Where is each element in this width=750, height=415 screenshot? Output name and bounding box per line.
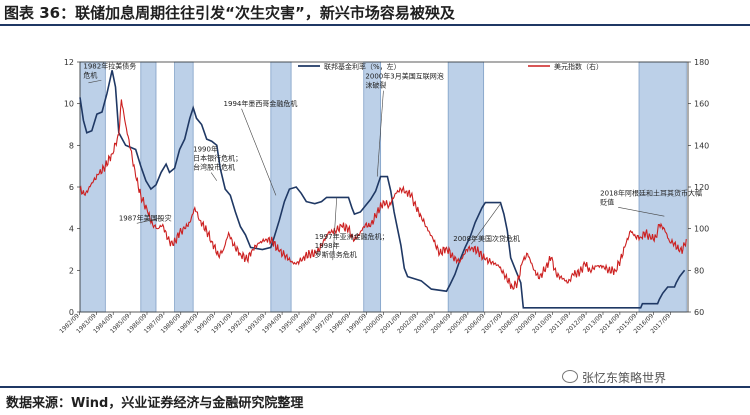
chart-legend: 联邦基金利率（%，左） 美元指数（右） <box>298 62 603 71</box>
left-axis-tick-label: 2 <box>69 266 74 275</box>
watermark: 张忆东策略世界 <box>562 369 666 386</box>
annotation-pointer <box>471 203 501 245</box>
annotation-pointer <box>136 217 160 224</box>
annotation-pointer <box>332 197 338 261</box>
right-axis-tick-label: 60 <box>694 308 704 317</box>
annotation-text: 1997年亚洲金融危机； <box>315 232 389 241</box>
plot-frame <box>79 61 689 313</box>
annotation-pointer <box>618 207 665 217</box>
annotation-text: 沫破裂 <box>365 81 386 90</box>
annotation-pointer <box>210 172 218 181</box>
legend-label-fed: 联邦基金利率（%，左） <box>324 62 401 71</box>
annotation-text: 2018年阿根廷和土耳其货币大幅 <box>600 188 702 197</box>
page-title: 图表 36：联储加息周期往往引发“次生灾害”，新兴市场容易被殃及 <box>4 4 455 22</box>
left-axis-tick-label: 0 <box>69 308 74 317</box>
left-axis-tick-label: 8 <box>69 141 74 150</box>
shaded-period <box>79 61 106 313</box>
annotation-text: 日本银行危机； <box>193 154 242 163</box>
chart-axes: 02468101260801001201401601801982/091983/… <box>58 58 709 335</box>
title-divider <box>0 24 750 26</box>
right-axis-tick-label: 180 <box>694 58 709 67</box>
dollar-index-line <box>79 99 687 291</box>
right-axis-tick-label: 160 <box>694 100 709 109</box>
right-axis-tick-label: 140 <box>694 141 709 150</box>
source-note: 数据来源：Wind，兴业证券经济与金融研究院整理 <box>6 396 304 411</box>
series-lines <box>79 70 687 309</box>
annotation-text: 1998年 <box>315 241 340 250</box>
annotation-text: 1987年美国股灾 <box>119 213 172 222</box>
left-axis-tick-label: 4 <box>69 225 74 234</box>
annotation-text: 台湾股市危机 <box>193 163 235 172</box>
footer-divider <box>0 386 750 388</box>
annotation-pointer <box>88 79 102 84</box>
annotation-pointer <box>376 90 384 177</box>
fed-funds-rate-line <box>79 70 686 309</box>
watermark-text: 张忆东策略世界 <box>582 371 667 385</box>
annotation-text: 1982年拉美债务 <box>83 61 136 70</box>
rate-vs-dollar-chart: 02468101260801001201401601801982/091983/… <box>58 58 709 335</box>
left-axis-tick-label: 6 <box>69 183 74 192</box>
right-axis-tick-label: 80 <box>694 266 704 275</box>
hike-cycle-shading <box>79 61 687 313</box>
annotation-text: 罗斯债务危机 <box>315 250 357 259</box>
annotation-text: 1994年墨西哥金融危机 <box>224 99 298 108</box>
shaded-period <box>638 61 687 313</box>
right-axis-tick-label: 100 <box>694 225 709 234</box>
annotation-text: 1990年 <box>193 145 218 154</box>
shaded-period <box>174 61 194 313</box>
shaded-period <box>447 61 485 313</box>
left-axis-tick-label: 10 <box>64 100 74 109</box>
right-axis-tick-label: 120 <box>694 183 709 192</box>
wechat-icon <box>562 370 578 383</box>
shaded-period <box>363 61 382 313</box>
annotation-text: 危机 <box>83 70 97 79</box>
left-axis-tick-label: 12 <box>64 58 74 67</box>
annotation-text: 2008年美国次贷危机 <box>453 234 520 243</box>
annotation-text: 贬值 <box>600 197 614 206</box>
annotation-pointer <box>241 108 277 196</box>
legend-label-dollar: 美元指数（右） <box>554 62 603 71</box>
annotation-text: 2000年3月美国互联网泡 <box>365 72 443 81</box>
